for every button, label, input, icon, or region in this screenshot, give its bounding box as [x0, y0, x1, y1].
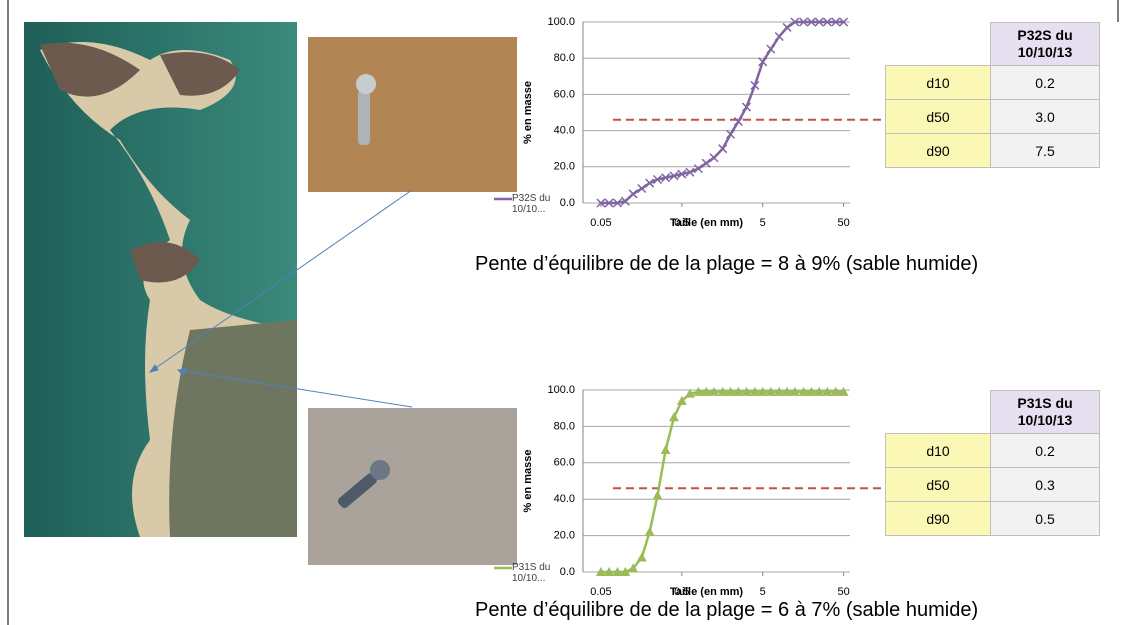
- x-axis-label: Taille (en mm): [670, 586, 743, 598]
- y-tick-label: 80.0: [554, 52, 575, 64]
- header-cell: P31S du 10/10/13: [991, 391, 1100, 434]
- y-tick-label: 0.0: [560, 566, 575, 578]
- header-blank: [886, 391, 991, 434]
- marker: [727, 130, 735, 138]
- marker: [629, 190, 637, 198]
- marker: [710, 154, 718, 162]
- key-cell: d50: [886, 468, 991, 502]
- value-cell: 7.5: [991, 134, 1100, 168]
- value-cell: 3.0: [991, 100, 1100, 134]
- y-tick-label: 100.0: [547, 16, 575, 28]
- y-tick-label: 20.0: [554, 161, 575, 173]
- value-cell: 0.2: [991, 434, 1100, 468]
- marker: [637, 552, 647, 561]
- aerial-photo: [24, 22, 297, 537]
- y-tick-label: 0.0: [560, 197, 575, 209]
- y-axis-label: % en masse: [522, 81, 534, 144]
- marker: [783, 23, 791, 31]
- y-tick-label: 60.0: [554, 88, 575, 100]
- marker: [669, 412, 679, 421]
- value-cell: 0.3: [991, 468, 1100, 502]
- x-tick-label: 0.05: [590, 217, 611, 229]
- y-tick-label: 80.0: [554, 420, 575, 432]
- marker: [767, 45, 775, 53]
- marker: [775, 32, 783, 40]
- value-cell: 0.2: [991, 66, 1100, 100]
- key-cell: d50: [886, 100, 991, 134]
- gravel-photo: [308, 37, 517, 192]
- table-header: P31S du 10/10/13: [886, 391, 1100, 434]
- x-tick-label: 50: [837, 586, 849, 598]
- sand-photo: [308, 408, 517, 565]
- key-cell: d90: [886, 134, 991, 168]
- y-tick-label: 40.0: [554, 493, 575, 505]
- x-tick-label: 5: [760, 586, 766, 598]
- key-cell: d90: [886, 502, 991, 536]
- key-cell: d10: [886, 434, 991, 468]
- y-tick-label: 40.0: [554, 125, 575, 137]
- y-tick-label: 20.0: [554, 530, 575, 542]
- key-cell: d10: [886, 66, 991, 100]
- x-axis-label: Taille (en mm): [670, 217, 743, 229]
- table-header: P32S du 10/10/13: [886, 23, 1100, 66]
- header-cell: P32S du 10/10/13: [991, 23, 1100, 66]
- marker: [734, 118, 742, 126]
- series-line: [601, 392, 844, 572]
- x-tick-label: 50: [837, 217, 849, 229]
- marker: [652, 491, 662, 500]
- value-cell: 0.5: [991, 502, 1100, 536]
- marker: [645, 527, 655, 536]
- page: 0.020.040.060.080.0100.00.050.5550Taille…: [0, 0, 1126, 625]
- legend-label: P32S du 10/10...: [512, 193, 558, 215]
- caption: Pente d’équilibre de de la plage = 8 à 9…: [475, 253, 978, 276]
- caption: Pente d’équilibre de de la plage = 6 à 7…: [475, 599, 978, 622]
- legend-label: P31S du 10/10...: [512, 562, 558, 584]
- x-tick-label: 5: [760, 217, 766, 229]
- y-tick-label: 100.0: [547, 384, 575, 396]
- x-tick-label: 0.05: [590, 586, 611, 598]
- series-line: [601, 22, 844, 203]
- header-blank: [886, 23, 991, 66]
- marker: [638, 185, 646, 193]
- marker: [719, 145, 727, 153]
- marker: [702, 159, 710, 167]
- y-axis-label: % en masse: [522, 450, 534, 513]
- y-tick-label: 60.0: [554, 457, 575, 469]
- marker: [661, 445, 671, 454]
